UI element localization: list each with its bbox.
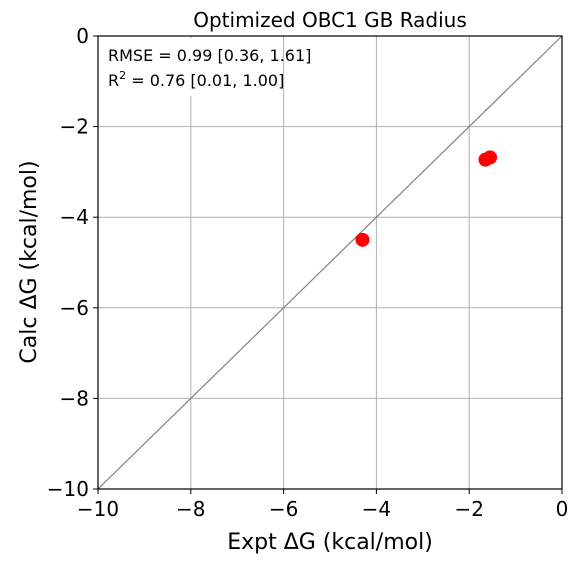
- r2-rest: = 0.76 [0.01, 1.00]: [126, 71, 284, 90]
- y-tick-label: −4: [60, 205, 89, 229]
- y-tick-label: 0: [76, 24, 89, 48]
- data-point: [355, 232, 370, 247]
- annotation-box: [100, 38, 240, 96]
- x-axis-ticks: −10 −8 −6 −4 −2 0: [77, 489, 568, 521]
- y-axis-ticks: −10 −8 −6 −4 −2 0: [47, 24, 98, 501]
- plot-area: RMSE = 0.99 [0.36, 1.61] R2 = 0.76 [0.01…: [97, 35, 563, 490]
- y-tick-label: −10: [47, 477, 89, 501]
- x-tick-label: −2: [454, 497, 483, 521]
- y-tick-label: −2: [60, 115, 89, 139]
- y-axis-label: Calc ΔG (kcal/mol): [17, 160, 42, 363]
- plot-frame: [97, 35, 563, 490]
- x-tick-label: −4: [362, 497, 391, 521]
- x-tick-label: −6: [269, 497, 298, 521]
- r2-superscript: 2: [119, 69, 126, 82]
- identity-line: [97, 35, 563, 490]
- y-tick-label: −6: [60, 296, 89, 320]
- rmse-annotation: RMSE = 0.99 [0.36, 1.61]: [108, 46, 311, 65]
- data-points: [355, 150, 498, 247]
- x-tick-label: 0: [556, 497, 569, 521]
- chart-title: Optimized OBC1 GB Radius: [193, 8, 467, 32]
- r2-annotation: R2 = 0.76 [0.01, 1.00]: [108, 69, 284, 90]
- r2-prefix: R: [108, 71, 119, 90]
- x-axis-label: Expt ΔG (kcal/mol): [227, 530, 433, 555]
- x-tick-label: −10: [77, 497, 119, 521]
- x-tick-label: −8: [176, 497, 205, 521]
- data-point: [483, 150, 498, 165]
- y-tick-label: −8: [60, 386, 89, 410]
